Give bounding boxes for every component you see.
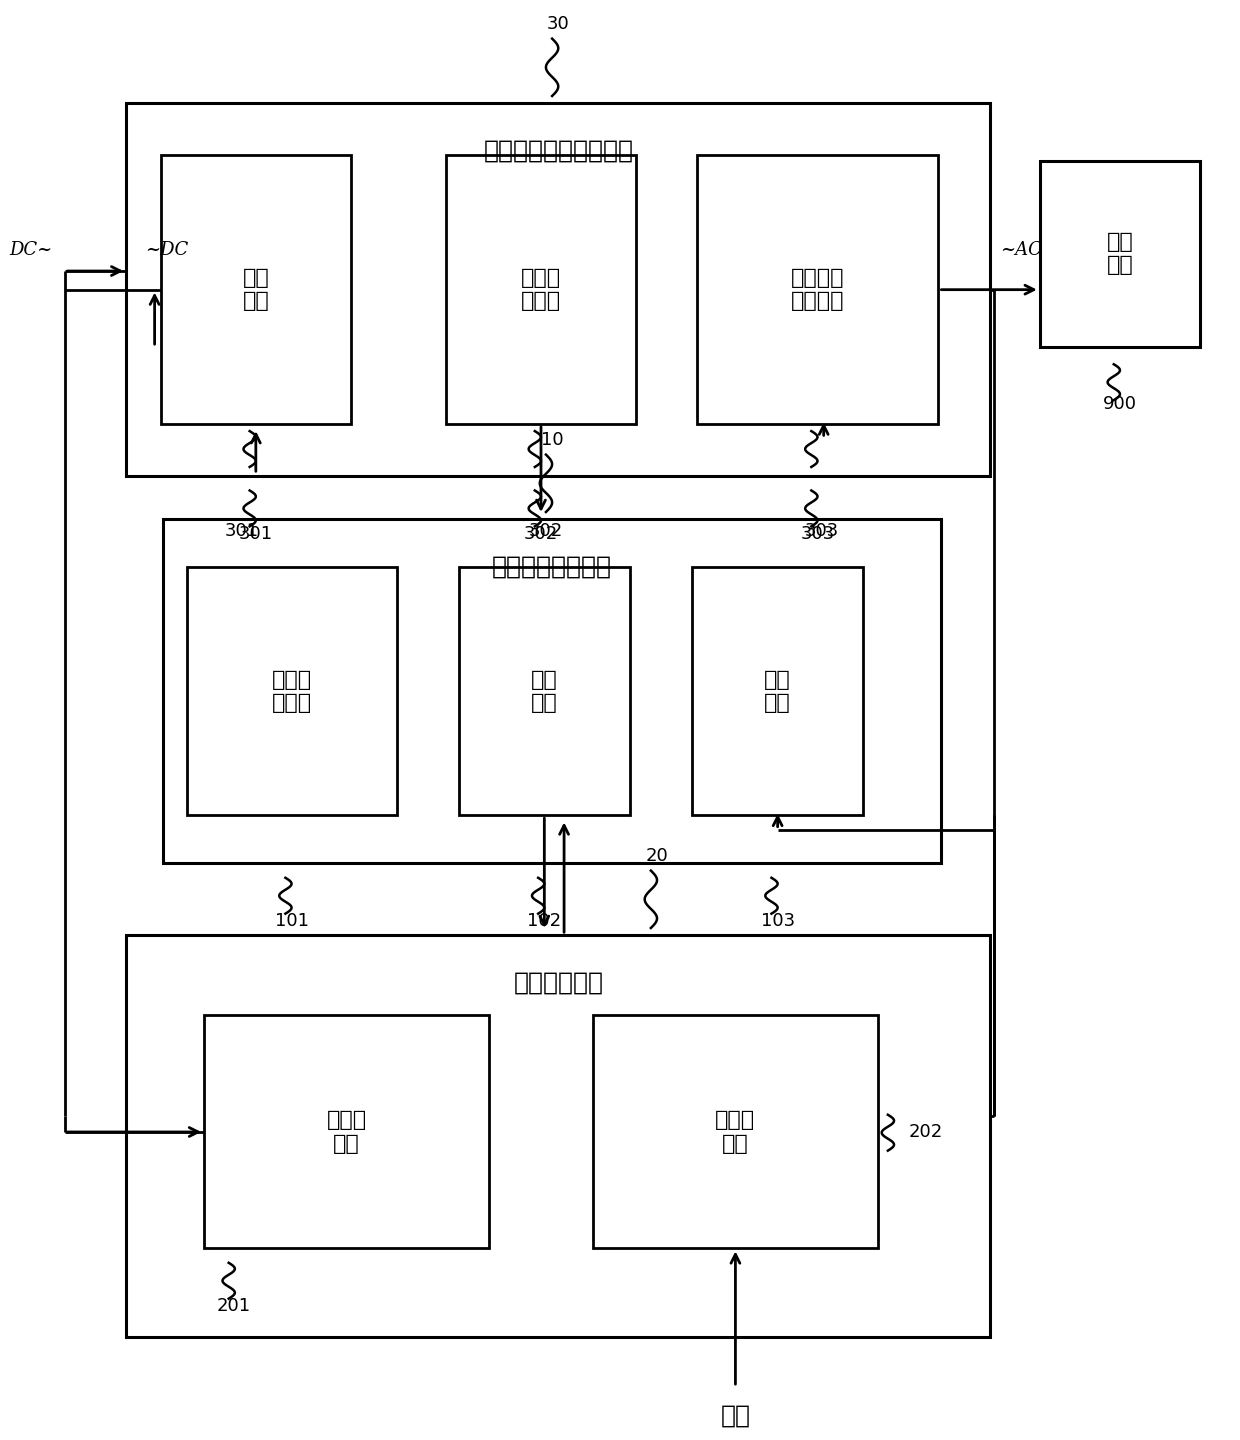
Text: 302: 302 — [523, 524, 558, 543]
Text: 市电电
力端: 市电电 力端 — [715, 1110, 755, 1153]
Bar — [161, 156, 351, 423]
Text: 900: 900 — [1102, 396, 1137, 413]
Text: 10: 10 — [541, 432, 563, 449]
Bar — [692, 567, 863, 815]
Text: 感测
单元: 感测 单元 — [243, 268, 269, 311]
Text: ~DC: ~DC — [145, 240, 188, 259]
Text: ~AC: ~AC — [1001, 240, 1042, 259]
Text: 电力供应系统: 电力供应系统 — [513, 971, 604, 995]
Text: 301: 301 — [239, 524, 273, 543]
Text: 20: 20 — [646, 847, 668, 865]
Text: 303: 303 — [800, 524, 835, 543]
Bar — [164, 520, 941, 864]
Bar — [697, 156, 939, 423]
Text: 202: 202 — [909, 1123, 944, 1140]
Bar — [593, 1015, 878, 1248]
Text: 103: 103 — [760, 912, 795, 930]
Text: 303: 303 — [805, 521, 839, 540]
Text: 101: 101 — [274, 912, 309, 930]
Text: 电力分配
调控单元: 电力分配 调控单元 — [791, 268, 844, 311]
Text: 30: 30 — [547, 16, 569, 33]
Bar — [459, 567, 630, 815]
Text: 储存
单元: 储存 单元 — [531, 670, 558, 713]
Bar — [126, 104, 991, 477]
Text: 市电: 市电 — [720, 1404, 750, 1427]
Bar — [1039, 161, 1200, 347]
Text: 102: 102 — [527, 912, 562, 930]
Text: 输出
单元: 输出 单元 — [764, 670, 791, 713]
Bar — [446, 156, 636, 423]
Text: 301: 301 — [224, 521, 259, 540]
Bar — [186, 567, 397, 815]
Text: 201: 201 — [216, 1297, 250, 1315]
Text: 中央运算管控系统: 中央运算管控系统 — [492, 554, 613, 579]
Text: 负载
系统: 负载 系统 — [1106, 232, 1133, 275]
Text: 数据传
输单元: 数据传 输单元 — [521, 268, 560, 311]
Bar — [205, 1015, 489, 1248]
Text: 302: 302 — [528, 521, 563, 540]
Text: 电池电
力端: 电池电 力端 — [326, 1110, 367, 1153]
Bar — [126, 935, 991, 1336]
Text: DC~: DC~ — [9, 240, 52, 259]
Text: 运算处
理单元: 运算处 理单元 — [272, 670, 311, 713]
Text: 电力供应监控调整系统: 电力供应监控调整系统 — [484, 140, 634, 163]
